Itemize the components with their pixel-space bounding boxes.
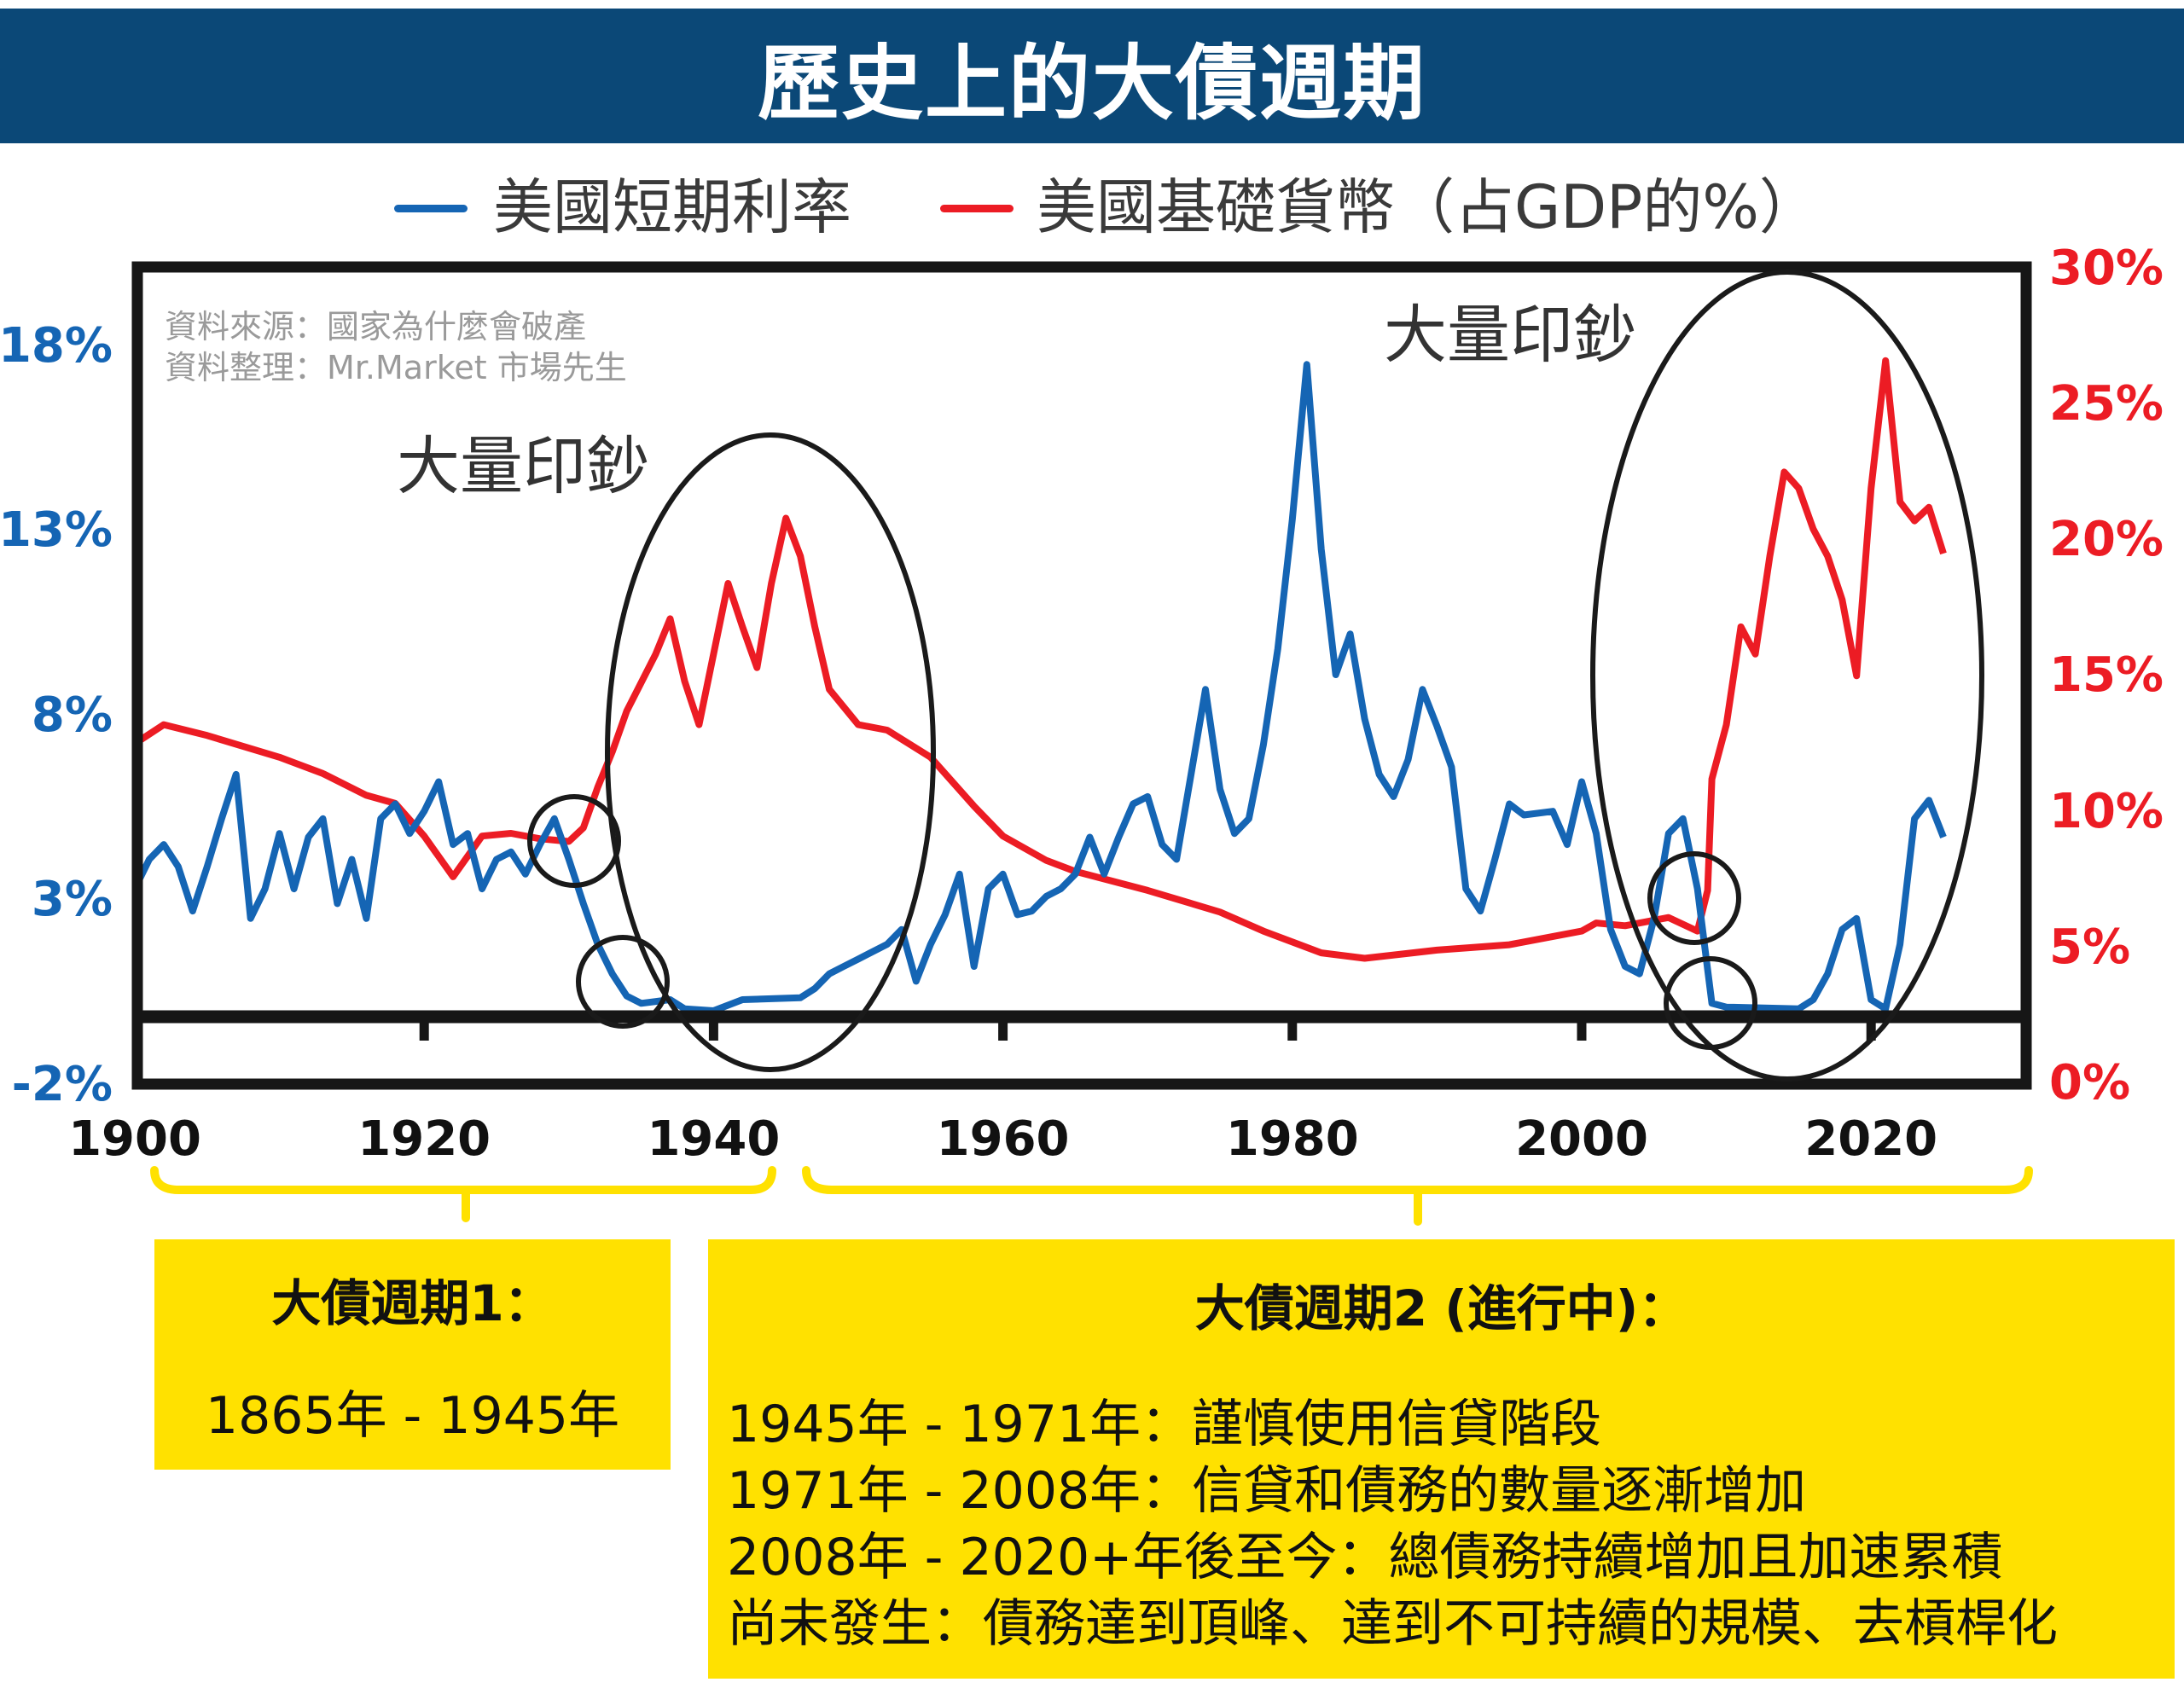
y-right-tick-label: 30%: [2049, 240, 2164, 296]
y-left-tick-label: 8%: [31, 687, 113, 743]
y-right-tick-label: 0%: [2049, 1055, 2131, 1111]
x-tick-label: 1980: [1225, 1111, 1359, 1167]
y-right-tick-label: 20%: [2049, 512, 2164, 567]
source-compiler: 資料整理：Mr.Market 市場先生: [165, 349, 627, 386]
y-left-tick-label: -2%: [11, 1056, 113, 1112]
cycle1-period: 1865年 - 1945年: [205, 1386, 620, 1446]
y-left-tick-label: 13%: [0, 502, 113, 559]
annotation-printing-money-2: 大量印鈔: [1384, 299, 1636, 372]
x-tick-label: 2020: [1804, 1111, 1938, 1167]
highlight-circle: [576, 935, 670, 1029]
highlight-circle: [1664, 956, 1757, 1050]
legend-label-base-money: 美國基礎貨幣（占GDP的%）: [1037, 172, 1819, 242]
highlight-ellipse: [1590, 270, 1984, 1082]
y-right-tick-label: 25%: [2049, 375, 2164, 432]
y-left-tick-label: 3%: [31, 872, 113, 928]
cycle2-box: 大債週期2 (進行中)： 1945年 - 1971年：謹慎使用信貸階段 1971…: [708, 1239, 2175, 1679]
cycle2-phase: 1945年 - 1971年：謹慎使用信貸階段: [727, 1395, 1602, 1454]
cycle1-title: 大債週期1：: [271, 1274, 554, 1332]
series-line-short-rate: [131, 361, 1947, 1014]
y-right-tick-label: 15%: [2049, 647, 2164, 704]
cycle1-box: 大債週期1： 1865年 - 1945年: [154, 1239, 671, 1470]
annotation-printing-money-1: 大量印鈔: [397, 430, 649, 503]
y-right-tick-label: 10%: [2049, 783, 2164, 839]
highlight-circle: [1647, 851, 1741, 945]
page-title: 歷史上的大債週期: [758, 35, 1426, 131]
x-tick-label: 1960: [936, 1111, 1070, 1167]
title-bar: 歷史上的大債週期: [0, 9, 2184, 143]
x-tick-label: 2000: [1515, 1111, 1648, 1167]
highlight-ellipse: [605, 432, 936, 1072]
y-right-tick-label: 5%: [2049, 919, 2131, 975]
x-tick-label: 1900: [68, 1111, 201, 1167]
y-left-tick-label: 18%: [0, 317, 113, 374]
legend-swatch-base-money: [940, 205, 1014, 212]
legend-swatch-short-rate: [394, 205, 468, 212]
plot-frame: [131, 261, 2032, 1090]
highlight-circle: [527, 794, 621, 888]
legend-label-short-rate: 美國短期利率: [493, 172, 851, 242]
cycle2-phase: 尚未發生：債務達到頂峰、達到不可持續的規模、去槓桿化: [727, 1594, 2058, 1654]
x-tick-label: 1920: [357, 1111, 491, 1167]
cycle2-phases: 1945年 - 1971年：謹慎使用信貸階段 1971年 - 2008年：信貸和…: [727, 1391, 2058, 1657]
cycle1-bracket: [150, 1166, 776, 1222]
cycle2-title: 大債週期2 (進行中)：: [1194, 1279, 1688, 1337]
x-tick-label: 1940: [647, 1111, 781, 1167]
source-credit: 資料來源：國家為什麼會破產: [165, 308, 587, 345]
cycle2-bracket: [802, 1166, 2033, 1226]
cycle2-phase: 2008年 - 2020+年後至今：總債務持續增加且加速累積: [727, 1528, 2003, 1587]
cycle2-phase: 1971年 - 2008年：信貸和債務的數量逐漸增加: [727, 1461, 1807, 1521]
